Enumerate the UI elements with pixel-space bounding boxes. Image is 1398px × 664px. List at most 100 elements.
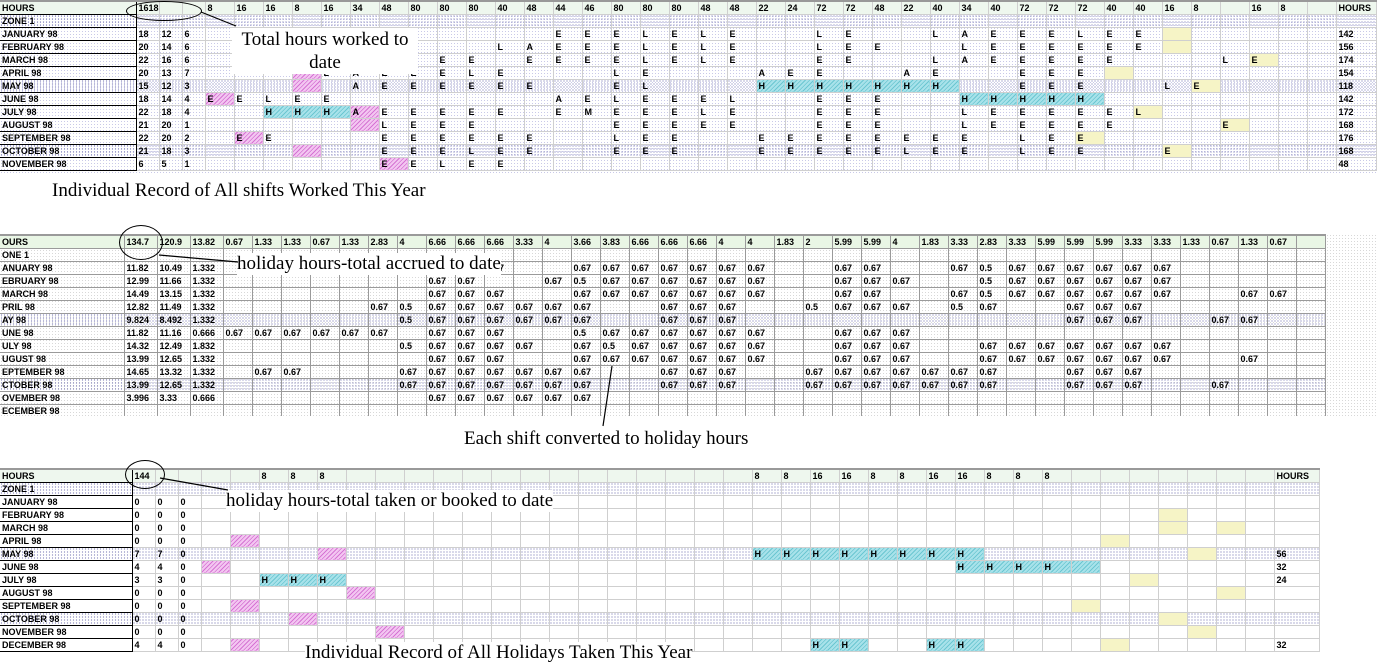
shift-cell: 0.67: [715, 260, 746, 275]
shift-cell: E: [726, 52, 757, 67]
month-total-c: 0: [177, 507, 202, 522]
header-cell: 48: [523, 0, 554, 15]
month-total-a: 14.49: [123, 286, 158, 301]
shift-cell: [1099, 624, 1130, 639]
month-label: JANUARY 98: [0, 27, 137, 41]
shift-cell: L: [494, 39, 525, 54]
shift-cell: 0.67: [541, 390, 572, 405]
shift-cell: 0.5: [570, 325, 601, 340]
header-cell: 1.33: [1179, 234, 1210, 249]
shift-cell: 0.67: [1150, 273, 1181, 288]
shift-cell: A: [349, 78, 380, 93]
zone-cell: [1103, 13, 1134, 28]
shift-cell: [867, 533, 898, 548]
shift-cell: E: [581, 39, 612, 54]
zone-cell: [1012, 481, 1043, 496]
shift-cell: 0.67: [1237, 286, 1268, 301]
shift-cell: [871, 52, 902, 67]
shift-cell: A: [958, 52, 989, 67]
month-total-a: 0: [131, 611, 156, 626]
shift-cell: E: [987, 117, 1018, 132]
shift-cell: [1306, 52, 1337, 67]
header-cell: 48: [697, 0, 728, 15]
header-cell: 3.83: [599, 234, 630, 249]
shift-cell: [635, 572, 666, 587]
shift-cell: [1248, 130, 1279, 145]
zone-cell: [780, 481, 811, 496]
shift-cell: E: [610, 26, 641, 41]
zone-cell: [610, 13, 641, 28]
shift-cell: 0.67: [425, 286, 456, 301]
shift-cell: [577, 494, 608, 509]
shift-cell: [367, 390, 398, 405]
shift-cell: 0.67: [686, 364, 717, 379]
callout-total-hours-worked: Total hours worked to date: [232, 28, 418, 74]
shift-cell: [896, 507, 927, 522]
shift-cell: [577, 533, 608, 548]
shift-cell: H: [751, 546, 782, 561]
shift-cell: 0.67: [570, 338, 601, 353]
zone-cell: [436, 13, 467, 28]
shift-cell: [664, 572, 695, 587]
header-cell: [722, 468, 753, 483]
shift-cell: [494, 52, 525, 67]
shift-cell: 0.67: [1150, 338, 1181, 353]
shift-cell: [929, 91, 960, 106]
zone-cell: [177, 481, 202, 496]
shift-cell: [1005, 364, 1036, 379]
shift-cell: 0.67: [657, 260, 688, 275]
shift-cell: [541, 403, 572, 416]
shift-cell: 0.67: [744, 260, 775, 275]
shift-cell: 0.67: [1266, 286, 1297, 301]
shift-cell: [309, 273, 340, 288]
shift-cell: [1041, 598, 1072, 613]
shift-cell: [628, 312, 659, 327]
shift-cell: 0.67: [367, 325, 398, 340]
header-cell: 8: [287, 468, 318, 483]
shift-cell: [784, 26, 815, 41]
shift-cell: [320, 117, 351, 132]
shift-cell: [954, 598, 985, 613]
shift-cell: [947, 325, 978, 340]
shift-cell: [918, 390, 949, 405]
shift-cell: [693, 585, 724, 600]
month-total-c: 0: [177, 559, 202, 574]
shift-cell: E: [1161, 143, 1192, 158]
header-cell: 16: [838, 468, 869, 483]
shift-cell: [519, 572, 550, 587]
shift-cell: 0.67: [1121, 338, 1152, 353]
shift-cell: [229, 624, 260, 639]
shift-cell: E: [726, 117, 757, 132]
shift-cell: [1266, 390, 1297, 405]
shift-cell: [581, 78, 612, 93]
shift-cell: 0.67: [744, 351, 775, 366]
month-total-b: 12.65: [156, 377, 191, 392]
month-total-b: 13.32: [156, 364, 191, 379]
header-cell: 24: [784, 0, 815, 15]
month-label: APRIL 98: [0, 534, 133, 548]
shift-cell: [918, 273, 949, 288]
shift-cell: E: [610, 117, 641, 132]
shift-cell: [1179, 390, 1210, 405]
shift-cell: [867, 598, 898, 613]
shift-cell: E: [465, 117, 496, 132]
month-total-b: 12: [158, 78, 183, 93]
shift-cell: [280, 377, 311, 392]
shift-cell: 0.67: [1092, 351, 1123, 366]
month-hours-total: 154: [1335, 65, 1377, 80]
shift-cell: [367, 286, 398, 301]
shift-cell: [204, 65, 235, 80]
shift-cell: 0.67: [454, 325, 485, 340]
shift-cell: [1179, 377, 1210, 392]
shift-cell: [523, 156, 554, 171]
shift-cell: [983, 494, 1014, 509]
shift-cell: 0.67: [1063, 260, 1094, 275]
shift-cell: [1128, 533, 1159, 548]
month-total-c: 7: [181, 65, 206, 80]
month-total-c: 1.332: [189, 273, 224, 288]
shift-cell: H: [954, 559, 985, 574]
shift-cell: [918, 260, 949, 275]
shift-cell: [345, 624, 376, 639]
shift-cell: H: [1016, 91, 1047, 106]
shift-cell: [635, 533, 666, 548]
